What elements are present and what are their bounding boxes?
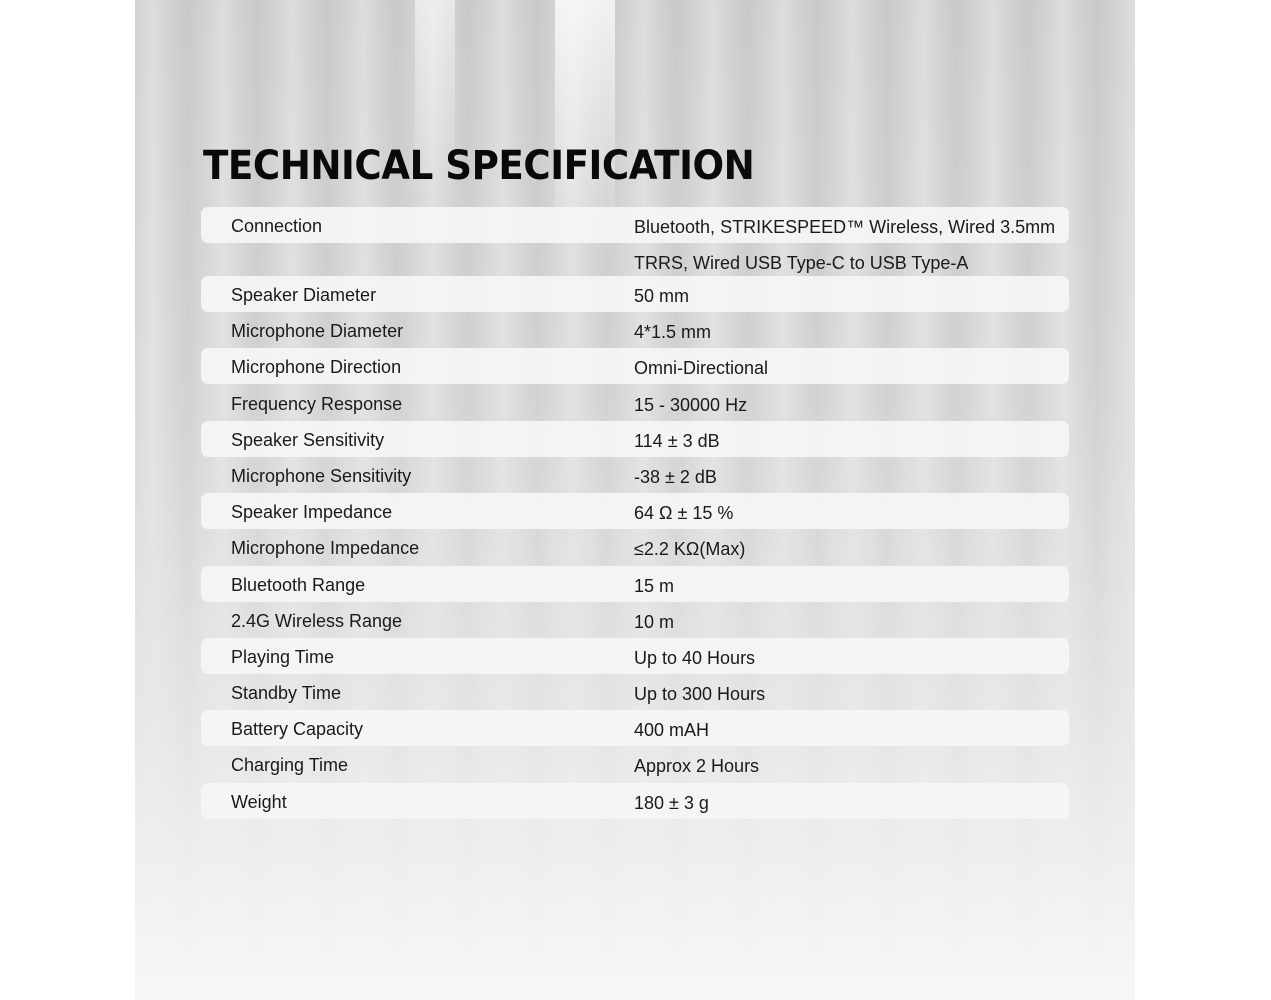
spec-row: Microphone Sensitivity -38 ± 2 dB <box>201 457 1069 493</box>
spec-value: 114 ± 3 dB <box>634 423 720 459</box>
spec-value: Up to 40 Hours <box>634 640 755 676</box>
spec-value-line: Approx 2 Hours <box>634 756 760 777</box>
spec-value-line: 10 m <box>634 611 675 632</box>
row-background <box>201 207 1069 243</box>
spec-label: 2.4G Wireless Range <box>231 610 403 631</box>
spec-value-line: Omni-Directional <box>634 358 769 379</box>
spec-row: Frequency Response 15 - 30000 Hz <box>201 385 1069 421</box>
spec-label: Speaker Diameter <box>231 285 377 305</box>
spec-value: Omni-Directional <box>634 350 768 386</box>
spec-value-line: 15 m <box>634 575 675 596</box>
spec-row: Speaker Sensitivity 114 ± 3 dB <box>201 420 1069 459</box>
spec-label: Speaker Sensitivity <box>231 429 385 450</box>
spec-value-line: 400 mAH <box>634 720 710 741</box>
spec-row: Charging Time Approx 2 Hours <box>201 746 1069 782</box>
spec-row: Speaker Impedance 64 Ω ± 15 % <box>201 493 1069 531</box>
spec-table: Connection Bluetooth, STRIKESPEED™ Wirele… <box>201 207 1069 819</box>
row-background <box>201 493 1069 530</box>
spec-label: Microphone Sensitivity <box>231 465 412 486</box>
row-background <box>201 348 1069 385</box>
spec-value-line: 64 Ω ± 15 % <box>634 503 734 524</box>
spec-label: Microphone Diameter <box>231 321 404 342</box>
spec-value: 15 m <box>634 568 674 604</box>
spec-label: Battery Capacity <box>231 719 364 740</box>
spec-row: Standby Time Up to 300 Hours <box>201 674 1069 710</box>
spec-value-line: Bluetooth, STRIKESPEED™ Wireless, Wired … <box>634 217 1056 237</box>
spec-row: Playing Time Up to 40 Hours <box>201 637 1069 676</box>
spec-value: 180 ± 3 g <box>634 785 709 821</box>
spec-value: 15 - 30000 Hz <box>634 387 747 423</box>
background-light <box>415 0 455 200</box>
row-background <box>201 276 1069 312</box>
spec-value-line: Up to 40 Hours <box>634 647 756 668</box>
spec-label: Playing Time <box>231 646 335 667</box>
spec-label: Standby Time <box>231 683 342 704</box>
spec-value-line: ≤2.2 KΩ(Max) <box>634 539 746 560</box>
spec-row: 2.4G Wireless Range 10 m <box>201 602 1069 638</box>
spec-value: 50 mm <box>634 278 689 314</box>
spec-row: Microphone Impedance ≤2.2 KΩ(Max) <box>201 529 1069 565</box>
spec-label: Connection <box>231 216 323 236</box>
spec-value: Up to 300 Hours <box>634 676 765 712</box>
spec-row: Connection Bluetooth, STRIKESPEED™ Wirele… <box>201 207 1069 276</box>
spec-row: Weight 180 ± 3 g <box>201 782 1069 821</box>
spec-value-line: 15 - 30000 Hz <box>634 394 748 415</box>
spec-label: Frequency Response <box>231 393 403 414</box>
spec-row: Bluetooth Range 15 m <box>201 565 1069 604</box>
row-background <box>201 420 1069 457</box>
row-background <box>201 565 1069 602</box>
spec-label: Charging Time <box>231 755 349 776</box>
spec-value: 400 mAH <box>634 712 709 748</box>
spec-value: 10 m <box>634 604 674 640</box>
spec-value: ≤2.2 KΩ(Max) <box>634 531 745 567</box>
spec-label: Microphone Direction <box>231 357 402 378</box>
row-background <box>201 637 1069 674</box>
spec-value-line: TRRS, Wired USB Type-C to USB Type-A <box>634 253 969 273</box>
spec-label: Weight <box>231 791 287 812</box>
spec-banner: TECHNICAL SPECIFICATION Connection Blueto… <box>135 0 1135 1000</box>
spec-value-line: 4*1.5 mm <box>634 322 712 343</box>
spec-value: Bluetooth, STRIKESPEED™ Wireless, Wired … <box>634 209 1055 281</box>
row-background <box>201 710 1069 747</box>
spec-value: -38 ± 2 dB <box>634 459 717 495</box>
spec-value-line: 180 ± 3 g <box>634 792 709 813</box>
row-background <box>201 782 1069 819</box>
spec-value-line: 114 ± 3 dB <box>634 430 720 451</box>
spec-row: Battery Capacity 400 mAH <box>201 710 1069 748</box>
spec-label: Speaker Impedance <box>231 502 393 523</box>
spec-row: Microphone Diameter 4*1.5 mm <box>201 312 1069 348</box>
spec-row: Speaker Diameter 50 mm <box>201 276 1069 312</box>
spec-value-line: -38 ± 2 dB <box>634 466 717 487</box>
spec-label: Microphone Impedance <box>231 538 420 559</box>
spec-value: 4*1.5 mm <box>634 314 711 350</box>
spec-row: Microphone Direction Omni-Directional <box>201 348 1069 386</box>
spec-value-line: 50 mm <box>634 286 690 306</box>
spec-value-line: Up to 300 Hours <box>634 684 766 705</box>
spec-label: Bluetooth Range <box>231 574 366 595</box>
page-title: TECHNICAL SPECIFICATION <box>203 143 755 189</box>
spec-value: Approx 2 Hours <box>634 748 759 784</box>
spec-value: 64 Ω ± 15 % <box>634 495 733 531</box>
